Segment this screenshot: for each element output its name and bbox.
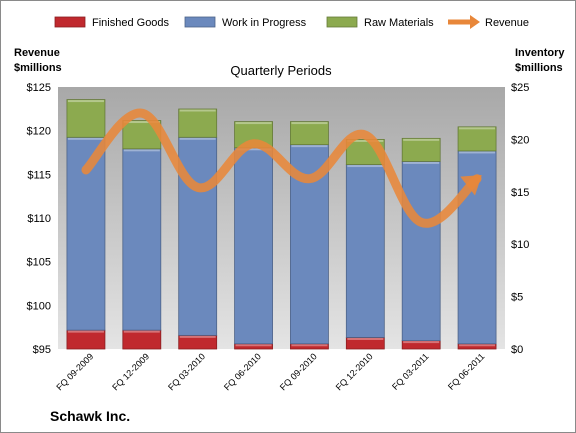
x-tick-label: FQ 03-2010 bbox=[166, 351, 207, 392]
left-tick-label: $105 bbox=[27, 257, 51, 269]
x-tick-label: FQ 06-2010 bbox=[222, 351, 263, 392]
legend-swatch-raw-materials bbox=[326, 16, 358, 28]
bar-highlight bbox=[403, 161, 440, 164]
bar-highlight bbox=[459, 127, 496, 130]
bar-highlight bbox=[347, 165, 384, 168]
left-tick-label: $115 bbox=[27, 169, 51, 181]
left-axis-title-line2: $millions bbox=[14, 62, 62, 74]
bar-highlight bbox=[235, 148, 272, 151]
bar-highlight bbox=[179, 335, 216, 338]
bar-highlight bbox=[123, 149, 160, 152]
right-axis-title-line1: Inventory bbox=[515, 47, 565, 59]
chart-title: Quarterly Periods bbox=[230, 63, 332, 78]
x-tick-label: FQ 03-2011 bbox=[390, 351, 431, 392]
legend-label-revenue: Revenue bbox=[485, 17, 529, 29]
bar-highlight bbox=[459, 151, 496, 154]
bar-work-in-progress-2 bbox=[122, 148, 162, 331]
bar-work-in-progress-4 bbox=[234, 147, 273, 345]
right-tick-label: $20 bbox=[511, 134, 529, 146]
right-tick-label: $0 bbox=[511, 344, 523, 356]
bar-raw-materials-5 bbox=[290, 121, 329, 146]
right-tick-label: $15 bbox=[511, 187, 529, 199]
bar-highlight bbox=[179, 137, 216, 140]
bar-work-in-progress-6 bbox=[345, 164, 385, 338]
revenue-line bbox=[81, 108, 482, 228]
legend-label-work-in-progress: Work in Progress bbox=[222, 17, 307, 29]
left-tick-label: $125 bbox=[27, 82, 51, 94]
x-tick-label: FQ 06-2011 bbox=[446, 351, 487, 392]
bar-work-in-progress-3 bbox=[178, 136, 218, 336]
bar-highlight bbox=[403, 138, 440, 141]
left-axis-title-line1: Revenue bbox=[14, 47, 60, 59]
bars-group bbox=[66, 99, 497, 350]
x-tick-label: FQ 09-2010 bbox=[278, 351, 319, 392]
bar-highlight bbox=[291, 122, 328, 125]
revenue-line-group bbox=[81, 108, 482, 228]
x-tick-label: FQ 09-2009 bbox=[54, 351, 95, 392]
right-tick-label: $10 bbox=[511, 239, 529, 251]
legend-label-raw-materials: Raw Materials bbox=[364, 17, 434, 29]
bar-highlight bbox=[235, 344, 272, 347]
x-tick-label: FQ 12-2010 bbox=[334, 351, 375, 392]
bar-highlight bbox=[67, 330, 104, 333]
bar-work-in-progress-7 bbox=[401, 161, 441, 342]
bar-finished-goods-2 bbox=[122, 329, 162, 350]
legend-swatch-revenue-arrow bbox=[470, 15, 480, 29]
bar-finished-goods-1 bbox=[66, 329, 106, 350]
bar-highlight bbox=[347, 337, 384, 340]
bar-highlight bbox=[123, 121, 160, 124]
left-tick-label: $120 bbox=[27, 126, 51, 138]
right-tick-label: $5 bbox=[511, 292, 523, 304]
bar-highlight bbox=[403, 341, 440, 344]
left-tick-label: $110 bbox=[27, 213, 51, 225]
legend-label-finished-goods: Finished Goods bbox=[92, 17, 170, 29]
bar-highlight bbox=[235, 122, 272, 125]
bar-highlight bbox=[67, 100, 104, 103]
bar-highlight bbox=[179, 109, 216, 112]
right-axis-ticks: $0 $5 $10 $15 $20 $25 bbox=[511, 82, 529, 356]
x-axis-ticks: FQ 09-2009 FQ 12-2009 FQ 03-2010 FQ 06-2010… bbox=[54, 351, 486, 392]
revenue-arrowhead bbox=[460, 175, 482, 196]
bar-raw-materials-8 bbox=[457, 126, 497, 152]
bar-highlight bbox=[291, 344, 328, 347]
left-tick-label: $95 bbox=[33, 344, 51, 356]
legend-swatch-finished-goods bbox=[54, 16, 86, 28]
bar-highlight bbox=[347, 139, 384, 142]
bar-highlight bbox=[291, 145, 328, 148]
bar-raw-materials-3 bbox=[178, 108, 218, 138]
bar-raw-materials-7 bbox=[401, 137, 441, 162]
x-tick-label: FQ 12-2009 bbox=[110, 351, 151, 392]
company-name: Schawk Inc. bbox=[50, 408, 130, 424]
right-axis-title-line2: $millions bbox=[515, 62, 563, 74]
left-axis-ticks: $95 $100 $105 $110 $115 $120 $125 bbox=[27, 82, 51, 356]
left-tick-label: $100 bbox=[27, 300, 51, 312]
right-tick-label: $25 bbox=[511, 82, 529, 94]
bar-highlight bbox=[459, 344, 496, 347]
bar-highlight bbox=[67, 137, 104, 140]
bar-highlight bbox=[123, 330, 160, 333]
legend-swatch-work-in-progress bbox=[184, 16, 216, 28]
bar-raw-materials-1 bbox=[66, 99, 106, 138]
legend: Finished Goods Work in Progress Raw Materi… bbox=[54, 15, 529, 29]
